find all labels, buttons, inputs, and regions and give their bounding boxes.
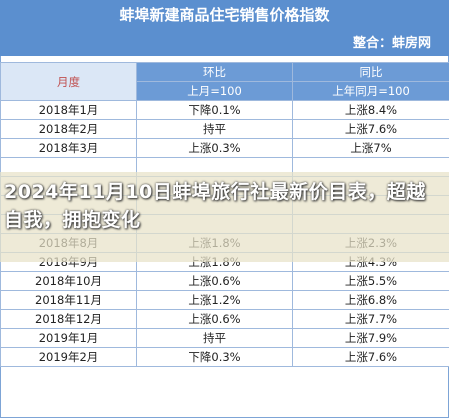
table-row: 2018年1月 下降0.1% 上涨8.4% [0,100,449,120]
table-row: 2018年10月 上涨0.6% 上涨5.5% [0,271,449,291]
cell-yoy: 上涨8.4% [292,100,449,120]
cell-month: 2018年12月 [0,309,137,329]
headline-overlay [0,172,449,262]
cell-month: 2018年10月 [0,271,137,291]
header-yoy: 同比 [292,62,449,82]
cell-month: 2018年2月 [0,119,137,139]
header-month: 月度 [0,62,137,101]
cell-yoy: 上涨7.6% [292,119,449,139]
table-row: 2018年12月 上涨0.6% 上涨7.7% [0,309,449,329]
cell-mom: 上涨0.6% [136,271,293,291]
cell-yoy: 上涨7.7% [292,309,449,329]
cell-mom: 持平 [136,328,293,348]
cell-yoy: 上涨5.5% [292,271,449,291]
cell-month: 2019年2月 [0,347,137,367]
table-row: 2018年3月 上涨0.3% 上涨7% [0,138,449,158]
header-mom: 环比 [136,62,293,82]
cell-mom: 持平 [136,119,293,139]
cell-month: 2018年1月 [0,100,137,120]
table-row: 2019年2月 下降0.3% 上涨7.6% [0,347,449,367]
cell-mom: 下降0.3% [136,347,293,367]
cell-month: 2019年1月 [0,328,137,348]
cell-month: 2018年3月 [0,138,137,158]
cell-mom: 上涨0.3% [136,138,293,158]
cell-month: 2018年11月 [0,290,137,310]
cell-yoy: 上涨7% [292,138,449,158]
cell-mom: 上涨1.2% [136,290,293,310]
headline-text: 2024年11月10日蚌埠旅行社最新价目表，超越自我，拥抱变化 [4,181,426,231]
cell-mom: 下降0.1% [136,100,293,120]
subheader-mom: 上月=100 [136,81,293,101]
table-row: 2018年11月 上涨1.2% 上涨6.8% [0,290,449,310]
subheader-yoy: 上年同月=100 [292,81,449,101]
cell-yoy: 上涨7.6% [292,347,449,367]
cell-yoy: 上涨6.8% [292,290,449,310]
table-row: 2018年2月 持平 上涨7.6% [0,119,449,139]
source-label: 整合：蚌房网 [352,36,431,51]
table-row: 2019年1月 持平 上涨7.9% [0,328,449,348]
cell-mom: 上涨0.6% [136,309,293,329]
page-title: 蚌埠新建商品住宅销售价格指数 [119,6,330,24]
header-banner: 蚌埠新建商品住宅销售价格指数 整合：蚌房网 [0,0,449,56]
cell-yoy: 上涨7.9% [292,328,449,348]
